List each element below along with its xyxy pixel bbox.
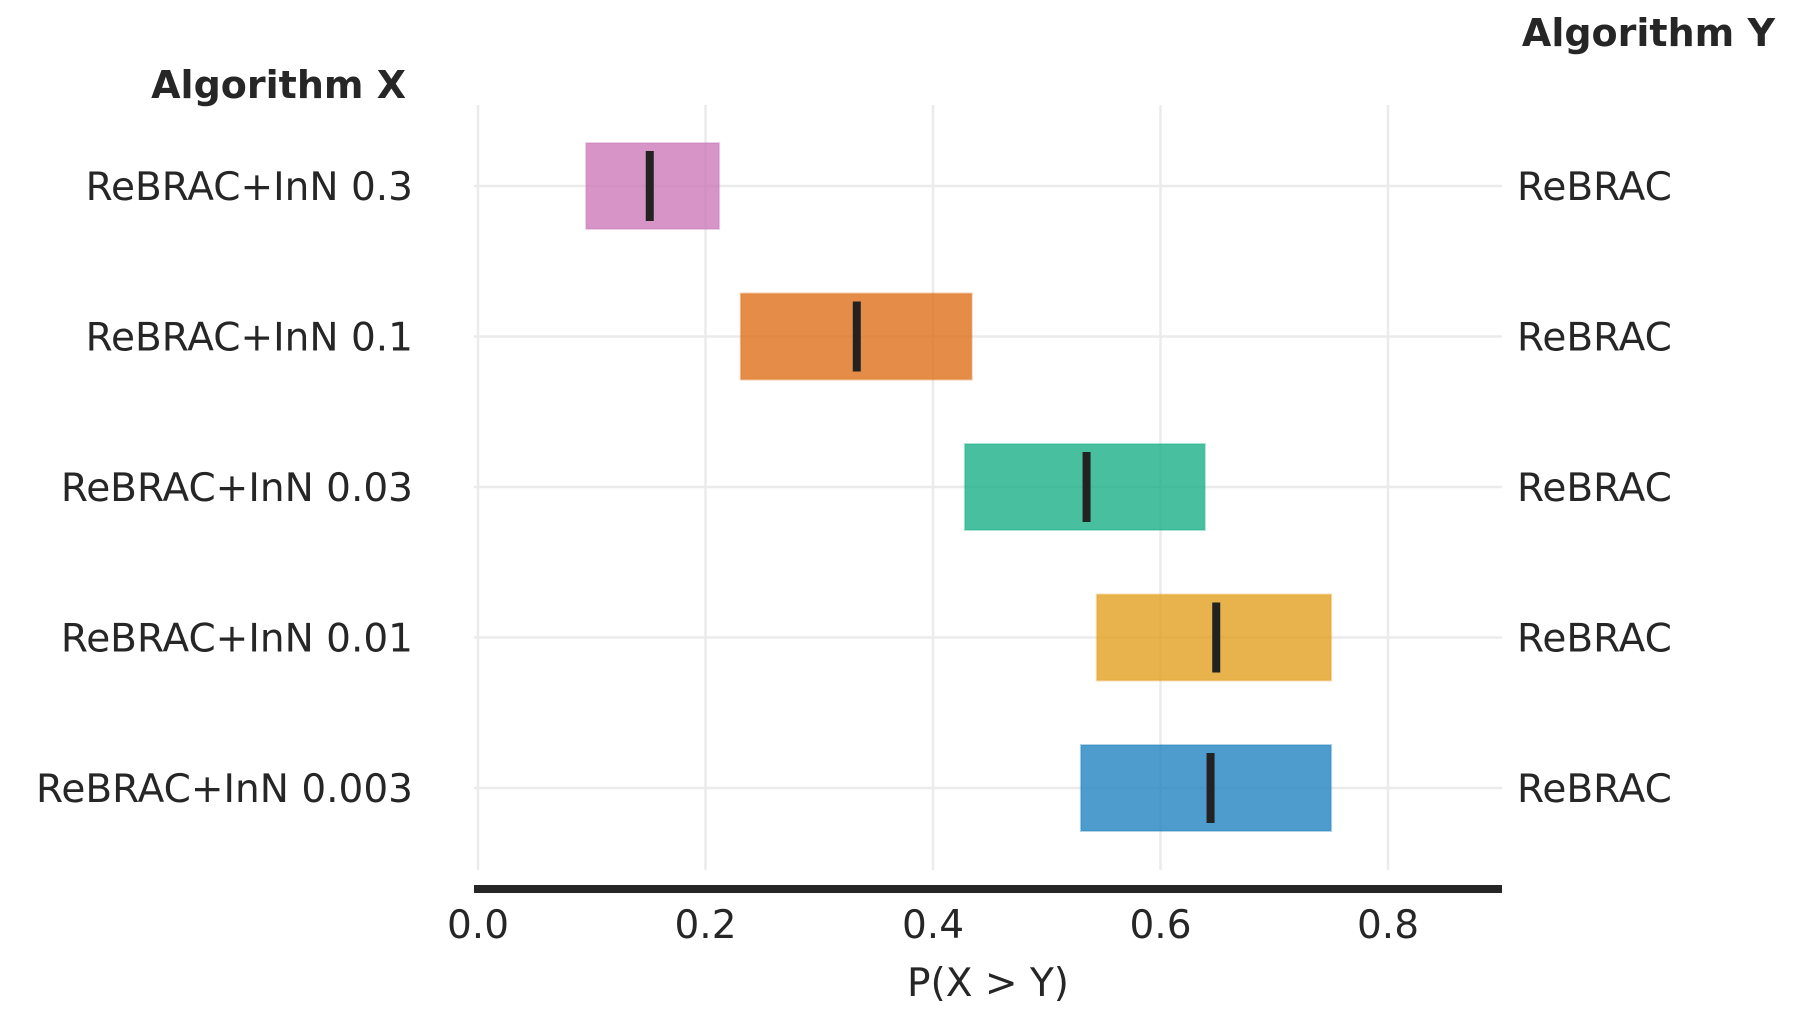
row-labels: ReBRAC+InN 0.3 ReBRAC ReBRAC+InN 0.1 ReBRAC…: [36, 165, 1672, 812]
x-tick-label: 0.6: [1129, 903, 1191, 948]
algorithm-x-label: ReBRAC+InN 0.1: [86, 316, 413, 361]
x-axis-label: P(X > Y): [907, 961, 1069, 1006]
algorithm-x-label: ReBRAC+InN 0.003: [36, 767, 413, 812]
x-tick-label: 0.4: [902, 903, 964, 948]
algorithm-x-label: ReBRAC+InN 0.3: [86, 165, 413, 210]
x-tick-label: 0.0: [447, 903, 509, 948]
x-tick-label: 0.2: [674, 903, 736, 948]
algorithm-y-label: ReBRAC: [1517, 165, 1672, 210]
interval-bar: [1079, 744, 1333, 832]
x-ticks: 0.0 0.2 0.4 0.6 0.8: [447, 903, 1419, 948]
x-tick-label: 0.8: [1357, 903, 1419, 948]
algorithm-y-label: ReBRAC: [1517, 617, 1672, 662]
algorithm-y-label: ReBRAC: [1517, 466, 1672, 511]
algorithm-x-label: ReBRAC+InN 0.03: [61, 466, 413, 511]
left-header: Algorithm X: [151, 63, 406, 107]
right-header: Algorithm Y: [1522, 11, 1776, 55]
algorithm-x-label: ReBRAC+InN 0.01: [61, 617, 413, 662]
interval-bars: [585, 142, 1333, 832]
algorithm-y-label: ReBRAC: [1517, 767, 1672, 812]
algorithm-y-label: ReBRAC: [1517, 316, 1672, 361]
